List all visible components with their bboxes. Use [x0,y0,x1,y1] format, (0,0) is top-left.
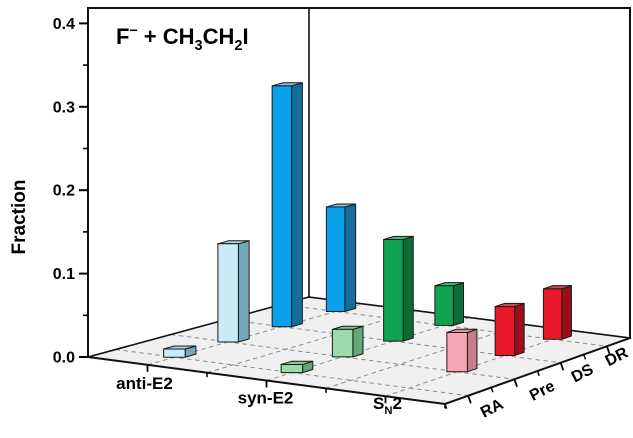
bar-SN2-Pre [446,328,478,373]
bar-side-face [352,325,364,358]
bar-side-face [466,328,478,373]
depth-minor-tick [536,370,540,376]
y-tick-label: 0.3 [53,99,75,116]
x-axis: anti-E2 syn-E2 SN2 [116,364,446,417]
grid-line-category [385,330,577,397]
bar-front-face [542,288,563,340]
y-axis: 0.0 0.1 0.2 0.3 0.4 Fraction [9,16,88,367]
bar-front-face [280,363,304,374]
depth-major-tick [467,395,472,404]
bar-front-face [434,285,454,326]
bar-side-face [514,302,525,357]
bar-front-face [271,85,293,328]
depth-minor-tick [583,354,587,360]
bar-front-face [494,306,516,357]
y-tick-label: 0.4 [53,16,75,33]
y-tick-label: 0.0 [53,350,75,367]
y-axis-title: Fraction [9,180,30,255]
bar-SN2-DS [494,302,525,357]
bar-side-face [561,285,572,340]
depth-minor-tick [444,403,448,409]
bar-front-face [331,328,354,358]
bar-anti-E2-DR [325,203,357,312]
bar-anti-E2-RA [163,345,197,358]
depth-minor-tick [490,387,494,393]
x-tick-label-syn-E2: syn-E2 [238,389,294,408]
bar-front-face [217,243,239,343]
bar-side-face [237,240,250,343]
bar-side-face [291,82,303,328]
x-tick-label-anti-E2: anti-E2 [116,374,173,393]
bar-anti-E2-DS [271,82,303,328]
bars [163,82,572,374]
bar-side-face [452,282,465,326]
bar-front-face [325,206,346,312]
bar-syn-E2-RA [280,360,314,374]
depth-major-tick [606,345,611,355]
bar-side-face [344,203,357,312]
bar-syn-E2-Pre [331,325,364,358]
bar-side-face [402,235,414,342]
depth-major-tick [559,362,565,371]
y-tick-label: 0.1 [53,266,75,283]
floor-edge-back-right [308,296,631,339]
bar-anti-E2-Pre [217,240,250,343]
grid-line-category [325,323,524,389]
chart-title: F− + CH3CH2I [116,22,249,54]
grid-line-category [147,303,363,366]
bar-syn-E2-DS [383,235,414,342]
bar-front-face [163,348,186,358]
x-tick-label-SN2: SN2 [373,394,402,417]
depth-major-tick [513,378,518,388]
bar-front-face [446,332,468,373]
grid-line-category [206,310,417,374]
bar-syn-E2-DR [434,282,465,326]
bar-SN2-DR [542,285,572,340]
y-tick-label: 0.2 [53,183,75,200]
bar-front-face [383,239,404,342]
